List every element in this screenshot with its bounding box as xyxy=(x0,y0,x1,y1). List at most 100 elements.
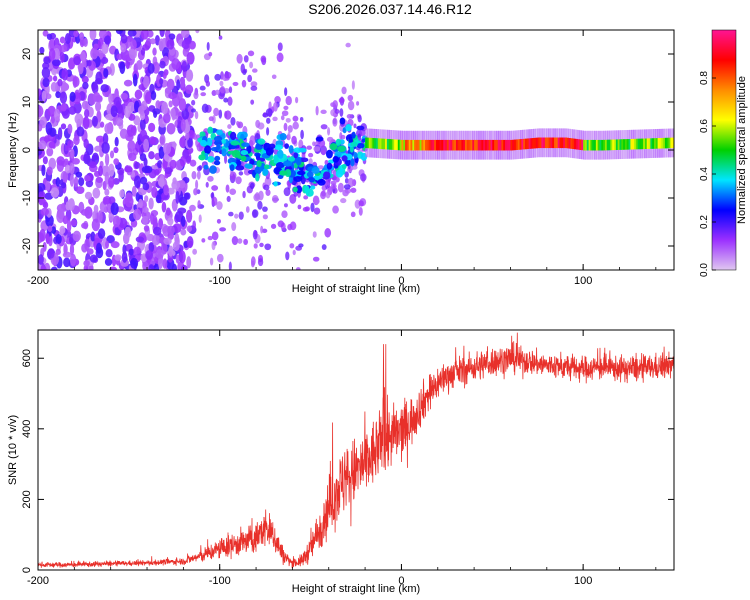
spectrogram-cell xyxy=(95,71,103,84)
spectrogram-cell xyxy=(666,137,669,149)
y-tick-label: 0 xyxy=(21,147,33,153)
spectrogram-cell xyxy=(229,188,237,195)
spectrogram-cell xyxy=(104,258,113,266)
spectrogram-cell xyxy=(57,127,63,140)
spectrogram-cell xyxy=(181,135,186,149)
spectrogram-cell xyxy=(232,81,239,86)
spectrogram-cell xyxy=(110,105,118,118)
spectrogram-cell xyxy=(171,180,181,190)
spectrogram-cell xyxy=(415,139,419,151)
spectrogram-cell xyxy=(486,139,490,151)
spectrogram-cell xyxy=(668,137,671,149)
spectrogram-cells xyxy=(38,30,674,270)
spectrogram-cell xyxy=(133,208,142,221)
spectrogram-cell xyxy=(330,183,337,190)
spectrogram-cell xyxy=(231,222,237,232)
spectrogram-cell xyxy=(579,139,582,150)
spectrogram-cell xyxy=(245,206,250,213)
spectrogram-cell xyxy=(262,168,269,176)
spectrogram-cell xyxy=(260,225,264,234)
spectrogram-cell xyxy=(82,81,89,90)
spectrogram-cell xyxy=(379,138,382,150)
spectrogram-cell xyxy=(327,127,331,136)
spectrogram-cell xyxy=(535,137,539,149)
spectrogram-cell xyxy=(172,241,180,252)
spectrogram-cell xyxy=(326,136,334,142)
spectrogram-cell xyxy=(574,138,577,150)
spectrogram-cell xyxy=(76,126,85,137)
spectrogram-cell xyxy=(206,41,210,51)
spectrogram-cell xyxy=(52,75,58,82)
spectrogram-cell xyxy=(276,52,284,63)
spectrogram-cell xyxy=(213,107,220,117)
spectrogram-cell xyxy=(145,250,154,260)
spectrogram-cell xyxy=(63,243,68,256)
spectrogram-cell xyxy=(269,147,274,154)
spectrogram-cell xyxy=(124,226,132,239)
spectrogram-cell xyxy=(390,139,393,150)
spectrogram-cell xyxy=(343,184,351,190)
spectrogram-cell xyxy=(95,135,105,143)
spectrogram-cell xyxy=(94,145,102,152)
snr-y-axis: 0 200 400 600 xyxy=(21,349,674,573)
spectrogram-cell xyxy=(69,91,76,102)
spectrogram-cell xyxy=(42,30,49,37)
spectrogram-cell xyxy=(211,196,218,206)
spectrogram-cell xyxy=(143,225,150,232)
spectrogram-cell xyxy=(308,152,314,158)
spectrogram-cell xyxy=(46,166,53,176)
spectrogram-cell xyxy=(289,221,297,231)
spectrogram-cell xyxy=(291,135,297,145)
spectrogram-cell xyxy=(92,187,101,199)
spectrogram-cell xyxy=(523,138,526,150)
spectrogram-cell xyxy=(503,139,506,151)
spectrogram-cell xyxy=(109,150,115,159)
spectrogram-cell xyxy=(46,33,53,41)
spectrogram-cell xyxy=(59,51,65,63)
spectrogram-cell xyxy=(192,220,196,230)
spectrogram-cell xyxy=(243,55,249,63)
spectrogram-cell xyxy=(52,59,61,67)
spectrogram-cell xyxy=(184,37,192,45)
spectrogram-cell xyxy=(113,158,120,166)
spectrogram-cell xyxy=(641,138,644,150)
spectrogram-cell xyxy=(99,121,105,128)
snr-panel: -200 -100 0 100 0 200 400 600 Height of straig… xyxy=(7,329,675,595)
spectrogram-cell xyxy=(506,139,510,151)
spectrogram-cell xyxy=(200,139,208,147)
spectrogram-cell xyxy=(126,124,136,137)
spectrogram-cell xyxy=(351,80,355,90)
spectrogram-cell xyxy=(412,139,415,151)
spectrogram-cell xyxy=(249,135,256,146)
spectrogram-cell xyxy=(650,138,653,149)
spectrogram-cell xyxy=(334,151,342,158)
spectrogram-cell xyxy=(550,137,553,149)
spectrogram-cell xyxy=(519,139,522,150)
spectrogram-cell xyxy=(624,139,628,150)
spectrogram-cell xyxy=(219,80,224,87)
spectrogram-cell xyxy=(357,114,362,123)
spectrogram-cell xyxy=(375,138,379,149)
spectrogram-cell xyxy=(238,171,244,176)
spectrogram-cell xyxy=(296,170,306,176)
spectrogram-cell xyxy=(619,139,622,150)
spectrogram-cell xyxy=(50,187,60,198)
spectrogram-cell xyxy=(615,139,619,150)
spectrogram-cell xyxy=(83,138,89,149)
spectrogram-cell xyxy=(592,139,595,151)
spectrogram-cell xyxy=(227,124,232,129)
spectrogram-cell xyxy=(184,192,191,200)
spectrogram-cell xyxy=(452,139,455,151)
spectrogram-cell xyxy=(568,138,571,149)
spectrogram-cell xyxy=(621,139,624,150)
spectrogram-cell xyxy=(171,108,176,121)
spectrogram-cell xyxy=(381,138,384,150)
spectrogram-cell xyxy=(283,203,288,208)
spectrogram-cell xyxy=(344,171,349,178)
spectrogram-cell xyxy=(69,162,75,175)
spectrogram-cell xyxy=(532,138,535,149)
spectrogram-cell xyxy=(148,197,154,210)
figure-title: S206.2026.037.14.46.R12 xyxy=(308,1,472,17)
spectrogram-cell xyxy=(350,211,356,218)
spectrogram-cell xyxy=(178,180,186,189)
